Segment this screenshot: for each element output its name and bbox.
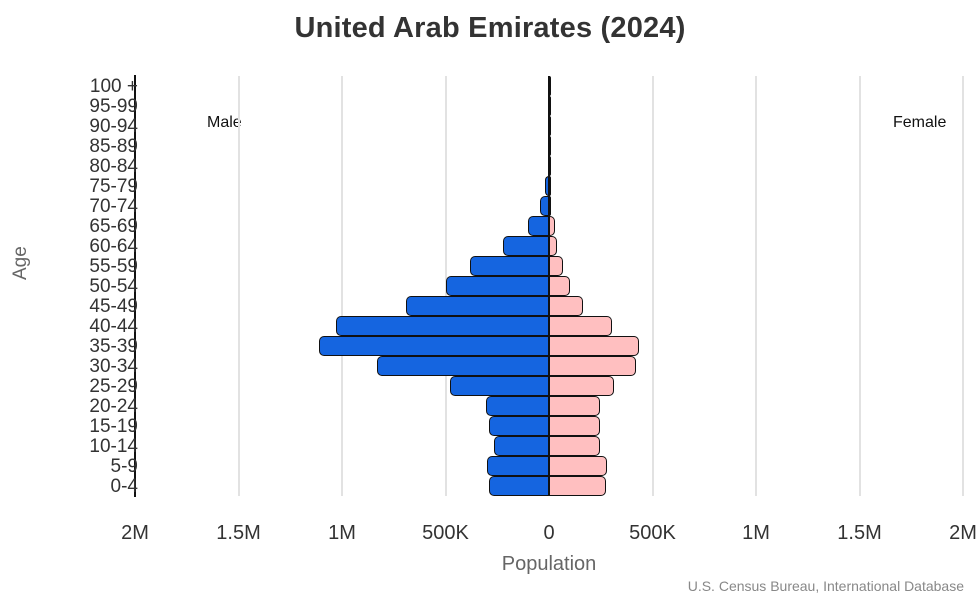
gridline <box>755 76 757 496</box>
gridline <box>237 76 240 496</box>
female-bar <box>549 256 564 276</box>
female-bar <box>549 276 570 296</box>
female-bar <box>549 476 606 496</box>
male-bar <box>486 456 549 476</box>
age-group-label: 65-69 <box>89 216 138 237</box>
x-axis-title: Population <box>501 553 597 575</box>
age-group-label: 35-39 <box>89 336 138 357</box>
age-group-label: 100 + <box>89 76 138 97</box>
y-axis-line <box>134 75 136 497</box>
source-credit: U.S. Census Bureau, International Databa… <box>687 578 964 594</box>
male-bar <box>470 256 549 276</box>
age-group-label: 45-49 <box>89 296 138 317</box>
chart-title: United Arab Emirates (2024) <box>294 12 686 44</box>
gridline <box>341 76 343 496</box>
age-group-label: 30-34 <box>89 356 138 377</box>
male-bar <box>449 376 549 396</box>
x-tick-label: 500K <box>629 522 676 544</box>
male-bar <box>503 236 549 256</box>
female-bar <box>549 356 636 376</box>
age-group-label: 20-24 <box>89 396 138 417</box>
male-bar <box>319 336 549 356</box>
age-group-label: 10-14 <box>89 436 138 457</box>
age-group-label: 60-64 <box>89 236 138 257</box>
female-bar <box>549 216 556 236</box>
age-group-label: 90-94 <box>89 116 138 137</box>
x-tick-label: 0 <box>543 522 555 544</box>
age-group-label: 50-54 <box>89 276 138 297</box>
x-tick-label: 1.5M <box>216 522 261 544</box>
female-bar <box>549 416 600 436</box>
female-bar <box>549 316 613 336</box>
gridline <box>651 76 654 496</box>
female-bar <box>549 336 640 356</box>
x-tick-label: 500K <box>422 522 469 544</box>
age-group-label: 85-89 <box>89 136 138 157</box>
male-bar <box>494 436 549 456</box>
age-group-label: 75-79 <box>89 176 138 197</box>
female-bar <box>549 456 607 476</box>
age-group-label: 55-59 <box>89 256 138 277</box>
male-bar <box>377 356 549 376</box>
male-bar <box>488 416 549 436</box>
gridline <box>858 76 861 496</box>
x-tick-label: 1.5M <box>837 522 882 544</box>
male-bar <box>485 396 549 416</box>
male-bar <box>406 296 549 316</box>
age-group-label: 25-29 <box>89 376 138 397</box>
female-bar <box>549 376 615 396</box>
female-bar <box>549 196 552 216</box>
female-bar <box>549 396 600 416</box>
x-tick-label: 1M <box>328 522 356 544</box>
age-group-label: 70-74 <box>89 196 138 217</box>
male-bar <box>488 476 549 496</box>
female-bar <box>549 296 584 316</box>
male-bar <box>445 276 549 296</box>
gridline <box>962 76 964 496</box>
male-label: Male <box>207 114 242 131</box>
male-bar <box>528 216 549 236</box>
age-group-label: 40-44 <box>89 316 138 337</box>
age-group-label: 80-84 <box>89 156 138 177</box>
age-group-label: 0-4 <box>110 476 138 497</box>
male-bar <box>539 196 549 216</box>
center-axis-line <box>548 76 550 496</box>
female-label: Female <box>893 114 947 131</box>
age-group-label: 5-9 <box>110 456 138 477</box>
female-bar <box>549 236 558 256</box>
age-group-label: 15-19 <box>89 416 138 437</box>
female-bar <box>549 436 600 456</box>
male-bar <box>544 176 549 196</box>
male-bar <box>335 316 549 336</box>
x-tick-label: 1M <box>742 522 770 544</box>
x-tick-label: 2M <box>949 522 977 544</box>
x-tick-label: 2M <box>121 522 149 544</box>
age-group-label: 95-99 <box>89 96 138 117</box>
